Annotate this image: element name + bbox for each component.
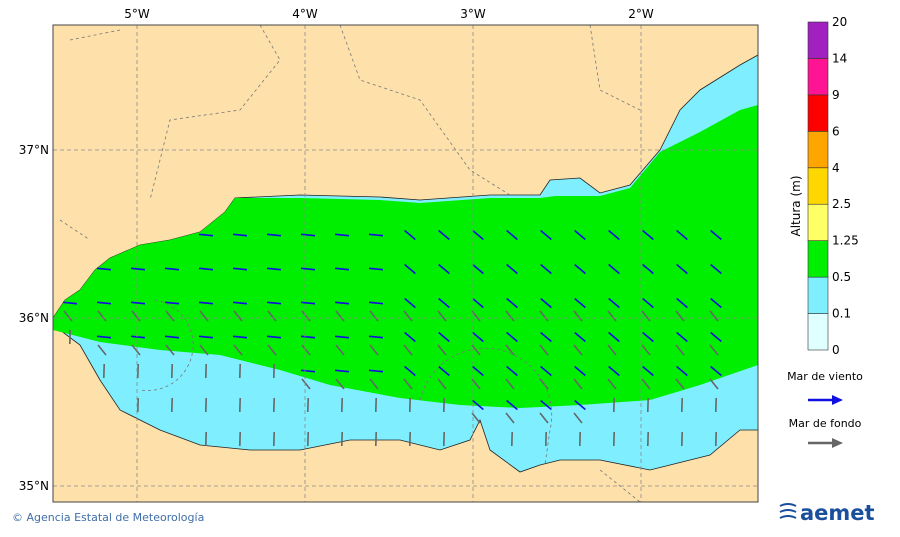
colorbar-title: Altura (m)	[789, 175, 803, 236]
colorbar-segment	[808, 95, 828, 131]
logo-icon	[780, 504, 796, 518]
legend-arrowhead	[832, 395, 843, 405]
lon-label: 5°W	[124, 7, 150, 21]
colorbar-label: 2.5	[832, 197, 851, 211]
colorbar-label: 14	[832, 51, 847, 65]
colorbar-label: 1.25	[832, 234, 859, 248]
lon-label: 3°W	[460, 7, 486, 21]
colorbar-segment	[808, 58, 828, 94]
colorbar-label: 0.5	[832, 270, 851, 284]
colorbar-label: 0.1	[832, 307, 851, 321]
lat-label: 37°N	[19, 143, 49, 157]
colorbar-label: 4	[832, 161, 840, 175]
colorbar-label: 9	[832, 88, 840, 102]
colorbar: 0 0.1 0.5 1.25 2.5 4 6 9 14 20	[808, 15, 859, 357]
lat-label: 35°N	[19, 479, 49, 493]
legend-label: Mar de viento	[787, 370, 863, 383]
colorbar-segment	[808, 168, 828, 204]
colorbar-segment	[808, 277, 828, 313]
map-area	[53, 25, 758, 502]
colorbar-segment	[808, 131, 828, 167]
colorbar-segment	[808, 22, 828, 58]
footer: © Agencia Estatal de Meteorología	[12, 511, 204, 524]
colorbar-label: 20	[832, 15, 847, 29]
colorbar-segment	[808, 241, 828, 277]
lon-label: 2°W	[628, 7, 654, 21]
logo-text: aemet	[800, 501, 875, 525]
legend-label: Mar de fondo	[789, 417, 862, 430]
lon-label: 4°W	[292, 7, 318, 21]
logo: aemet	[780, 501, 875, 525]
colorbar-segment	[808, 314, 828, 350]
legend-arrowhead	[832, 438, 843, 448]
colorbar-label: 6	[832, 124, 840, 138]
colorbar-segment	[808, 204, 828, 240]
lat-label: 36°N	[19, 311, 49, 325]
colorbar-label: 0	[832, 343, 840, 357]
